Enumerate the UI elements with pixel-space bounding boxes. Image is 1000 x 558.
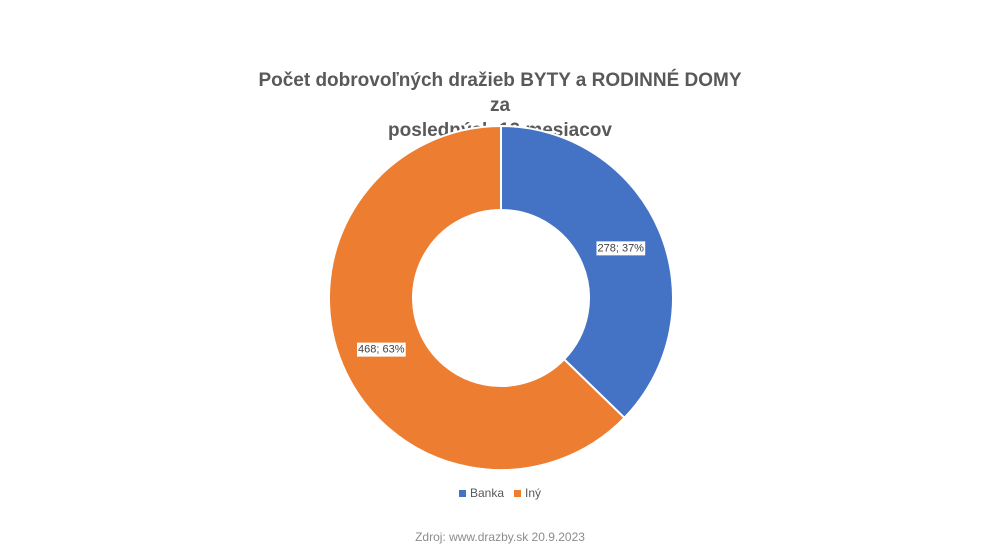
legend-label-iny: Iný <box>525 486 542 500</box>
data-label-iny: 468; 63% <box>357 342 406 357</box>
legend-item-iny: Iný <box>514 486 541 500</box>
source-note: Zdroj: www.drazby.sk 20.9.2023 <box>415 530 585 544</box>
legend-item-banka: Banka <box>458 486 504 500</box>
doughnut-slice-iny <box>328 124 626 471</box>
legend-swatch-banka <box>458 489 466 497</box>
data-label-banka: 278; 37% <box>596 241 646 256</box>
chart-legend: Banka Iný <box>0 486 1000 500</box>
doughnut-slice-banka <box>500 124 674 420</box>
data-label-bg-iny <box>357 342 406 357</box>
data-label-text-iny: 468; 63% <box>358 344 405 356</box>
data-label-bg-banka <box>596 241 646 256</box>
chart-title-line-1: Počet dobrovoľných dražieb BYTY a RODINN… <box>258 70 742 116</box>
data-label-text-banka: 278; 37% <box>597 242 644 254</box>
legend-label-banka: Banka <box>469 486 504 500</box>
legend-swatch-iny <box>514 489 521 497</box>
